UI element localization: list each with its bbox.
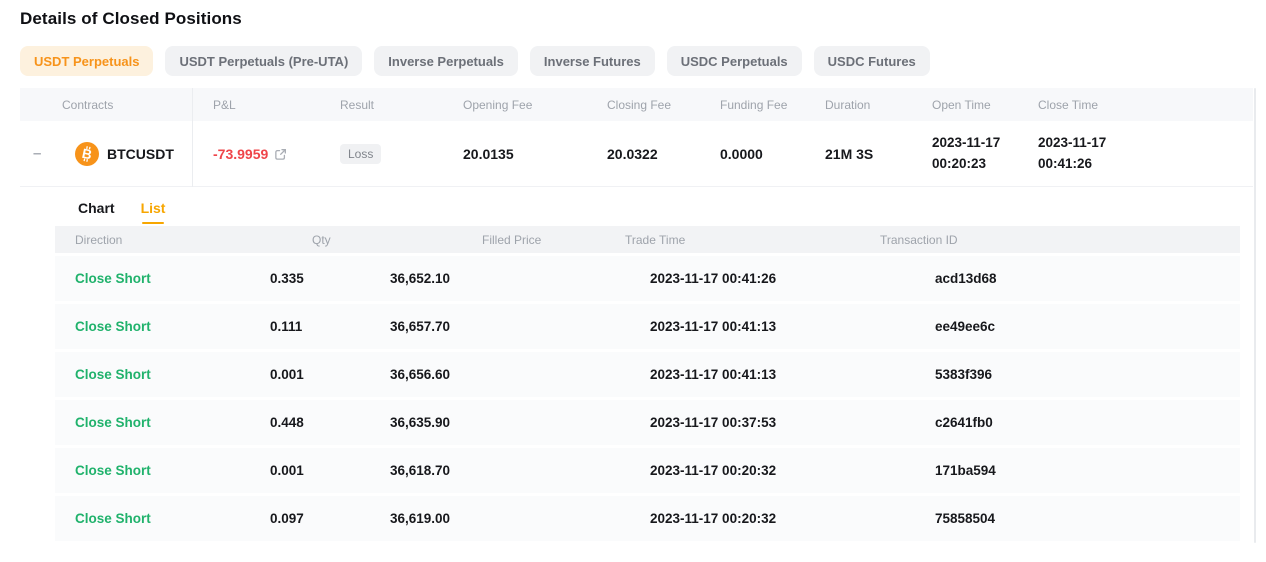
pnl-value: -73.9959	[213, 145, 269, 162]
direction-cell: Close Short	[75, 271, 151, 286]
transaction-id-cell: c2641fb0	[935, 415, 993, 430]
column-header: Result	[340, 97, 375, 112]
filled-price-cell: 36,635.90	[390, 415, 451, 430]
category-tabs: USDT Perpetuals USDT Perpetuals (Pre-UTA)…	[20, 46, 1266, 76]
expand-cell: –	[20, 146, 62, 161]
trades-header: Direction Qty Filled Price Trade Time Transa…	[55, 226, 1240, 253]
closing-fee-value: 20.0322	[607, 145, 658, 162]
column-header: Trade Time	[625, 232, 686, 247]
collapse-row-icon[interactable]: –	[33, 145, 42, 162]
column-header: Qty	[312, 232, 331, 247]
svg-text:B: B	[81, 145, 94, 162]
column-divider	[192, 88, 193, 187]
trade-time-cell: 2023-11-17 00:20:32	[650, 463, 777, 478]
column-header: Close Time	[1038, 97, 1099, 112]
trade-row: Close Short 0.111 36,657.70 2023-11-17 0…	[55, 304, 1240, 349]
trade-time-cell: 2023-11-17 00:37:53	[650, 415, 777, 430]
qty-cell: 0.448	[270, 415, 304, 430]
contract-cell: B BTCUSDT	[62, 141, 213, 166]
category-tab[interactable]: USDT Perpetuals (Pre-UTA)	[165, 46, 363, 76]
positions-table: Contracts P&L Result Opening Fee Closing Fee…	[20, 88, 1253, 187]
transaction-id-cell: 5383f396	[935, 367, 993, 382]
pnl-cell: -73.9959	[213, 146, 340, 162]
direction-cell: Close Short	[75, 415, 151, 430]
category-tab[interactable]: USDT Perpetuals	[20, 46, 154, 76]
result-badge: Loss	[340, 143, 382, 164]
column-header: Duration	[825, 97, 871, 112]
category-tab[interactable]: USDC Futures	[813, 46, 930, 76]
trade-row: Close Short 0.097 36,619.00 2023-11-17 0…	[55, 496, 1240, 541]
open-time-value: 2023-11-17 00:20:23	[932, 134, 1001, 171]
transaction-id-cell: 75858504	[935, 511, 996, 526]
trades-table: Direction Qty Filled Price Trade Time Transa…	[55, 226, 1240, 541]
contract-name: BTCUSDT	[107, 145, 174, 162]
qty-cell: 0.001	[270, 367, 304, 382]
direction-cell: Close Short	[75, 367, 151, 382]
qty-cell: 0.335	[270, 271, 304, 286]
column-header: Filled Price	[482, 232, 542, 247]
column-header: Direction	[75, 232, 123, 247]
qty-cell: 0.111	[270, 319, 303, 334]
filled-price-cell: 36,652.10	[390, 271, 451, 286]
trade-row: Close Short 0.335 36,652.10 2023-11-17 0…	[55, 256, 1240, 301]
bitcoin-icon: B	[75, 141, 99, 166]
trades-body: Close Short 0.335 36,652.10 2023-11-17 0…	[55, 256, 1240, 541]
direction-cell: Close Short	[75, 511, 151, 526]
funding-fee-value: 0.0000	[720, 145, 763, 162]
transaction-id-cell: acd13d68	[935, 271, 997, 286]
category-tab[interactable]: Inverse Futures	[529, 46, 655, 76]
close-time-value: 2023-11-17 00:41:26	[1038, 134, 1107, 171]
column-header: Opening Fee	[463, 97, 533, 112]
trade-time-cell: 2023-11-17 00:20:32	[650, 511, 777, 526]
column-header: Transaction ID	[880, 232, 958, 247]
detail-tab[interactable]: Chart	[78, 200, 115, 216]
trade-time-cell: 2023-11-17 00:41:13	[650, 319, 777, 334]
trade-row: Close Short 0.448 36,635.90 2023-11-17 0…	[55, 400, 1240, 445]
filled-price-cell: 36,656.60	[390, 367, 451, 382]
direction-cell: Close Short	[75, 463, 151, 478]
category-tab[interactable]: Inverse Perpetuals	[374, 46, 518, 76]
detail-tab[interactable]: List	[141, 200, 166, 224]
external-link-icon[interactable]	[274, 148, 287, 161]
trade-time-cell: 2023-11-17 00:41:26	[650, 271, 777, 286]
filled-price-cell: 36,619.00	[390, 511, 451, 526]
column-header: P&L	[213, 97, 236, 112]
transaction-id-cell: ee49ee6c	[935, 319, 996, 334]
result-cell: Loss	[340, 143, 463, 164]
positions-header: Contracts P&L Result Opening Fee Closing Fee…	[20, 88, 1253, 121]
transaction-id-cell: 171ba594	[935, 463, 996, 478]
position-row: – B BTCUSDT -73.9959	[20, 121, 1253, 187]
filled-price-cell: 36,618.70	[390, 463, 451, 478]
column-header: Open Time	[932, 97, 991, 112]
page-title: Details of Closed Positions	[20, 9, 242, 28]
column-header: Contracts	[62, 97, 114, 112]
duration-value: 21M 3S	[825, 145, 874, 162]
column-header: Funding Fee	[720, 97, 788, 112]
trade-row: Close Short 0.001 36,656.60 2023-11-17 0…	[55, 352, 1240, 397]
qty-cell: 0.097	[270, 511, 304, 526]
opening-fee-value: 20.0135	[463, 145, 514, 162]
detail-tabs: Chart List	[78, 200, 1266, 224]
trade-time-cell: 2023-11-17 00:41:13	[650, 367, 777, 382]
trade-row: Close Short 0.001 36,618.70 2023-11-17 0…	[55, 448, 1240, 493]
closed-positions-panel: Details of Closed Positions USDT Perpetu…	[0, 0, 1266, 541]
direction-cell: Close Short	[75, 319, 151, 334]
filled-price-cell: 36,657.70	[390, 319, 451, 334]
qty-cell: 0.001	[270, 463, 304, 478]
column-header: Closing Fee	[607, 97, 672, 112]
vertical-scrollbar[interactable]	[1254, 88, 1256, 543]
category-tab[interactable]: USDC Perpetuals	[666, 46, 802, 76]
